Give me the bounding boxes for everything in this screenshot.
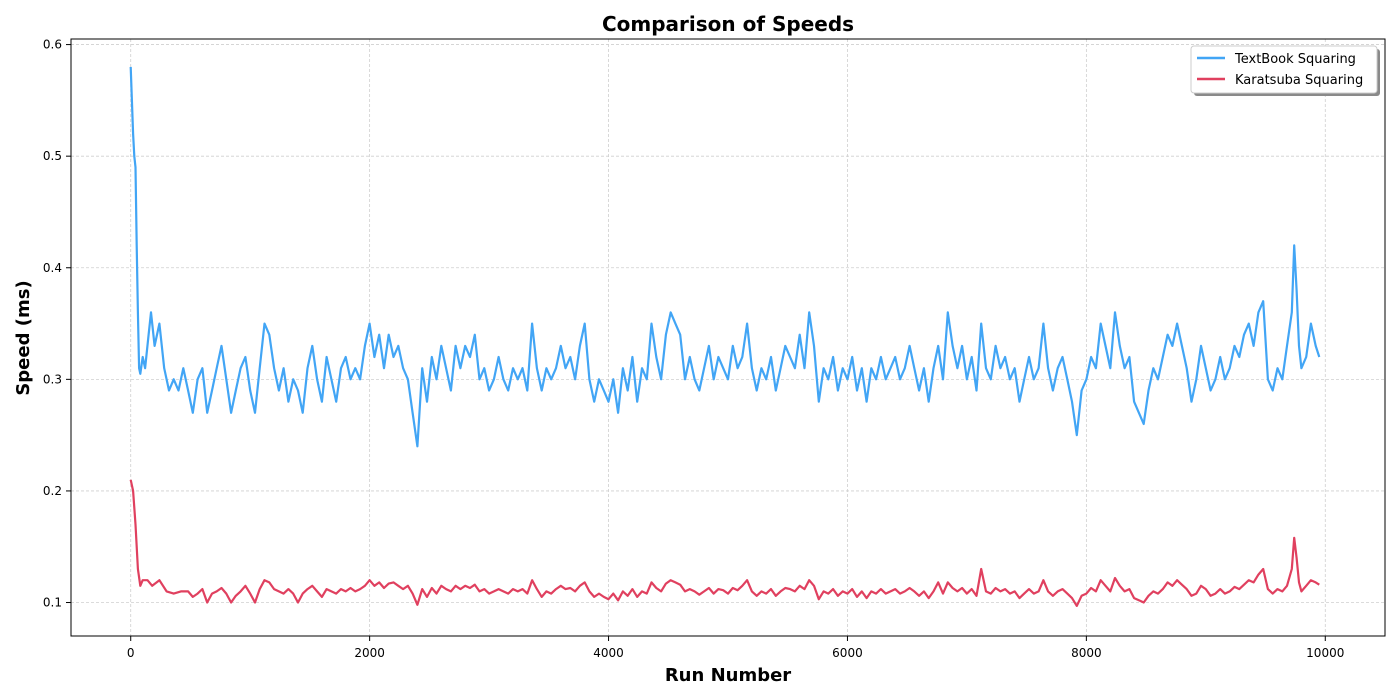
y-axis-ticks: 0.1 0.2 0.3 0.4 0.5 0.6 — [43, 38, 71, 610]
y-tick-label: 0.5 — [43, 149, 62, 163]
legend-label-karatsuba: Karatsuba Squaring — [1235, 73, 1363, 88]
x-tick-label: 6000 — [832, 646, 863, 660]
x-tick-label: 2000 — [354, 646, 385, 660]
y-tick-label: 0.2 — [43, 484, 62, 498]
x-tick-label: 4000 — [593, 646, 624, 660]
series-line-textbook — [129, 66, 1321, 448]
grid-lines — [71, 39, 1385, 636]
legend-label-textbook: TextBook Squaring — [1234, 52, 1356, 67]
plot-area-frame — [70, 38, 1386, 637]
y-tick-label: 0.1 — [43, 596, 62, 610]
x-axis-title: Run Number — [665, 665, 791, 686]
y-tick-label: 0.4 — [43, 261, 62, 275]
series-line-karatsuba — [129, 479, 1320, 607]
y-tick-label: 0.3 — [43, 372, 62, 386]
series-layer — [129, 66, 1321, 607]
x-tick-label: 10000 — [1306, 646, 1344, 660]
legend-box — [1190, 45, 1378, 94]
legend: TextBook Squaring Karatsuba Squaring — [1190, 45, 1380, 96]
y-tick-label: 0.6 — [43, 38, 62, 52]
x-tick-label: 0 — [127, 646, 135, 660]
chart-title: Comparison of Speeds — [602, 12, 854, 36]
x-tick-label: 8000 — [1071, 646, 1102, 660]
x-axis-ticks: 0 2000 4000 6000 8000 10000 — [127, 636, 1344, 660]
y-axis-title: Speed (ms) — [13, 280, 34, 395]
